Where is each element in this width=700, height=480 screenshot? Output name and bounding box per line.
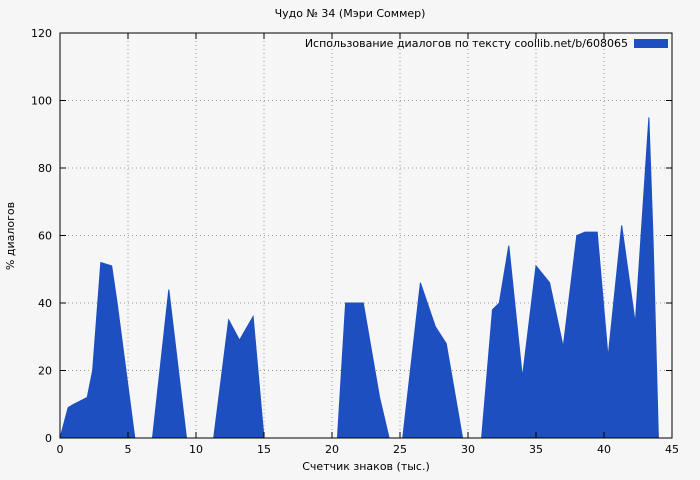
tick-label: 40 (597, 443, 611, 456)
tick-label: 45 (665, 443, 679, 456)
tick-label: 0 (45, 432, 52, 445)
tick-label: 80 (38, 162, 52, 175)
tick-label: 40 (38, 297, 52, 310)
tick-label: 100 (31, 95, 52, 108)
tick-label: 15 (257, 443, 271, 456)
tick-label: 20 (325, 443, 339, 456)
tick-labels: 0 5 10 15 20 25 30 35 40 45 0 20 40 60 80 100 120 (31, 27, 679, 456)
tick-label: 5 (125, 443, 132, 456)
x-axis-label: Счетчик знаков (тыс.) (302, 460, 430, 473)
tick-label: 35 (529, 443, 543, 456)
legend-swatch-icon (634, 39, 668, 48)
y-axis-label: % диалогов (4, 202, 17, 270)
legend-label: Использование диалогов по тексту coollib… (305, 37, 628, 50)
tick-label: 60 (38, 230, 52, 243)
data-area (59, 117, 659, 439)
chart-title: Чудо № 34 (Мэри Соммер) (275, 7, 426, 20)
tick-marks (59, 32, 673, 439)
tick-label: 25 (393, 443, 407, 456)
tick-label: 120 (31, 27, 52, 40)
tick-label: 20 (38, 365, 52, 378)
tick-label: 10 (189, 443, 203, 456)
tick-label: 0 (57, 443, 64, 456)
tick-label: 30 (461, 443, 475, 456)
